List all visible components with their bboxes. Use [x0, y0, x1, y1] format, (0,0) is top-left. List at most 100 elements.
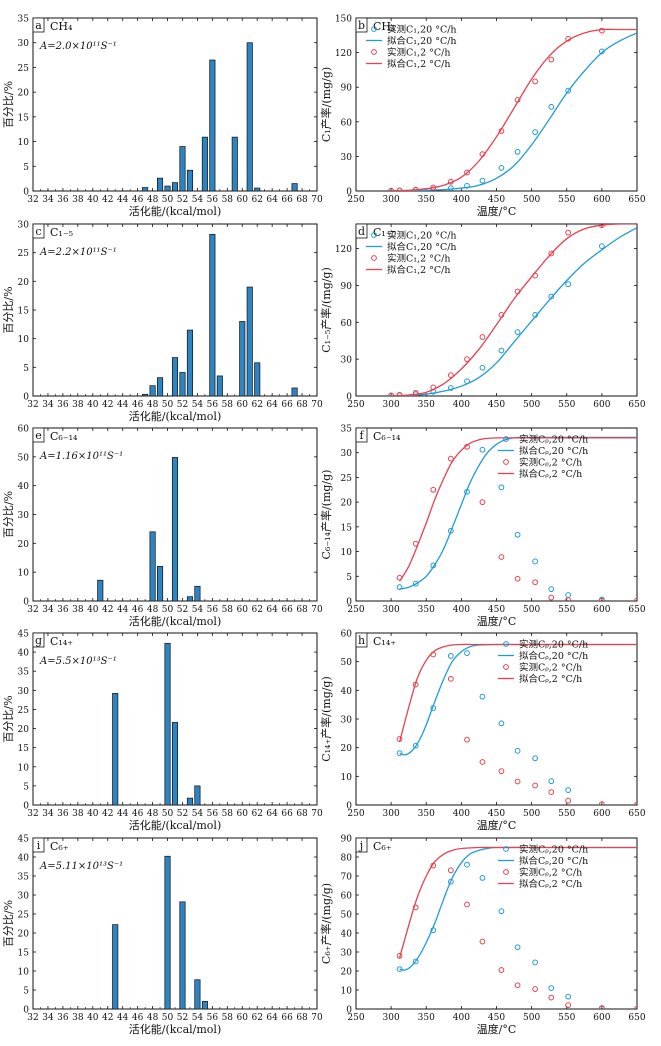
data-point — [598, 801, 605, 805]
panel-species-label: C₆₋₁₄ — [50, 430, 78, 443]
data-point — [548, 594, 555, 601]
y-tick-label: 20 — [18, 930, 30, 940]
bar — [216, 375, 223, 397]
x-tick-label: 350 — [418, 1013, 435, 1023]
fit-curve — [398, 643, 637, 743]
x-tick-label: 56 — [207, 605, 219, 615]
x-tick-label: 600 — [593, 809, 610, 819]
data-point — [565, 797, 572, 804]
x-tick-label: 250 — [347, 605, 364, 615]
x-tick-label: 50 — [162, 1013, 174, 1023]
y-tick-label: 60 — [341, 118, 353, 128]
frequency-factor-label: A=5.5×10¹³S⁻¹ — [39, 656, 117, 667]
x-tick-label: 34 — [42, 1013, 54, 1023]
y-tick-label: 40 — [18, 482, 30, 492]
data-point — [598, 1005, 605, 1009]
y-tick-label: 30 — [341, 356, 353, 366]
data-point — [565, 787, 572, 793]
data-point — [412, 958, 419, 965]
data-point — [532, 959, 539, 966]
y-tick-label: 10 — [341, 987, 353, 997]
data-point — [464, 650, 470, 656]
data-point — [447, 867, 454, 874]
x-tick-label: 66 — [281, 195, 293, 205]
x-tick-label: 70 — [311, 1013, 323, 1023]
legend-marker-swatch — [371, 26, 377, 32]
legend-entry: 拟合Cᵨ,2 °C/h — [519, 468, 582, 480]
legend-entry: 拟合C₁,2 °C/h — [387, 58, 451, 70]
x-tick-label: 450 — [488, 400, 505, 410]
bar — [164, 855, 171, 1010]
plot-area — [396, 643, 637, 805]
data-point — [396, 391, 403, 396]
y-tick-label: 50 — [341, 911, 353, 921]
bar — [149, 531, 156, 602]
x-tick-label: 400 — [453, 400, 470, 410]
x-tick-label: 350 — [418, 809, 435, 819]
x-tick-label: 64 — [266, 195, 278, 205]
x-tick-label: 34 — [42, 195, 54, 205]
data-point — [430, 186, 437, 191]
bar — [112, 924, 119, 1010]
frequency-factor-label: A=1.16×10¹¹S⁻¹ — [39, 451, 123, 462]
y-tick-label: 0 — [23, 188, 29, 198]
panel-species-label: C₁₋₅ — [373, 226, 396, 239]
x-tick-label: 64 — [266, 400, 278, 410]
y-tick-label: 35 — [18, 15, 30, 25]
bar — [112, 693, 119, 806]
line-chart-j: 250 300 350 400 450 500 550 600 650 0 10 20 30 40 50 60… — [319, 835, 646, 1037]
legend-entry: 实测Cᵨ,2 °C/h — [519, 457, 582, 469]
y-tick-label: 80 — [341, 854, 353, 864]
y-tick-label: 0 — [346, 393, 352, 403]
y-tick-label: 15 — [18, 113, 30, 123]
line-chart-b: 250 300 350 400 450 500 550 600 650 0 30 60 90 120 150… — [319, 15, 646, 219]
bar-chart-g: 32 34 36 38 40 42 44 46 48 50 52 54 56 58 60 62 64 66 68 70… — [2, 630, 323, 833]
x-tick-label: 550 — [558, 195, 575, 205]
y-tick-label: 20 — [341, 968, 353, 978]
bar — [171, 182, 179, 192]
y-tick-label: 30 — [18, 221, 30, 231]
x-tick-label: 48 — [147, 400, 159, 410]
data-point — [532, 558, 539, 565]
x-tick-label: 400 — [453, 1013, 470, 1023]
x-tick-label: 32 — [27, 195, 38, 205]
x-tick-label: 62 — [251, 809, 262, 819]
x-tick-label: 56 — [207, 195, 219, 205]
y-tick-label: 20 — [18, 725, 30, 735]
data-point — [565, 87, 572, 94]
y-tick-label: 30 — [18, 687, 30, 697]
y-tick-label: 25 — [18, 249, 30, 259]
panel-species-label: C₆₋₁₄ — [373, 430, 401, 443]
data-point — [447, 455, 454, 462]
x-tick-label: 40 — [87, 400, 99, 410]
legend-marker-swatch — [371, 232, 377, 238]
x-tick-label: 48 — [147, 809, 159, 819]
x-tick-label: 500 — [523, 400, 540, 410]
data-point — [565, 592, 572, 598]
legend-marker-swatch — [371, 49, 377, 55]
y-tick-label: 0 — [346, 1006, 352, 1016]
data-point — [447, 385, 454, 391]
y-tick-label: 20 — [18, 540, 30, 550]
x-tick-label: 32 — [27, 1013, 38, 1023]
y-axis-label: C₆₋₁₄产率/(mg/g) — [319, 470, 333, 560]
x-tick-label: 44 — [117, 605, 129, 615]
x-tick-label: 70 — [311, 605, 323, 615]
bar — [231, 136, 238, 192]
y-tick-label: 30 — [18, 511, 30, 521]
x-tick-label: 46 — [132, 605, 144, 615]
y-tick-label: 10 — [18, 968, 30, 978]
bar — [164, 642, 171, 806]
x-tick-label: 60 — [237, 605, 249, 615]
y-tick-label: 10 — [341, 773, 353, 783]
data-point — [464, 736, 470, 743]
bar — [171, 357, 179, 397]
x-tick-label: 46 — [132, 400, 144, 410]
x-tick-label: 54 — [192, 1013, 204, 1023]
x-tick-label: 600 — [593, 400, 610, 410]
legend-entry: 拟合Cᵨ,20 °C/h — [519, 445, 588, 457]
x-tick-label: 60 — [237, 400, 249, 410]
x-tick-label: 46 — [132, 809, 144, 819]
data-point — [498, 347, 505, 354]
data-point — [514, 329, 521, 336]
